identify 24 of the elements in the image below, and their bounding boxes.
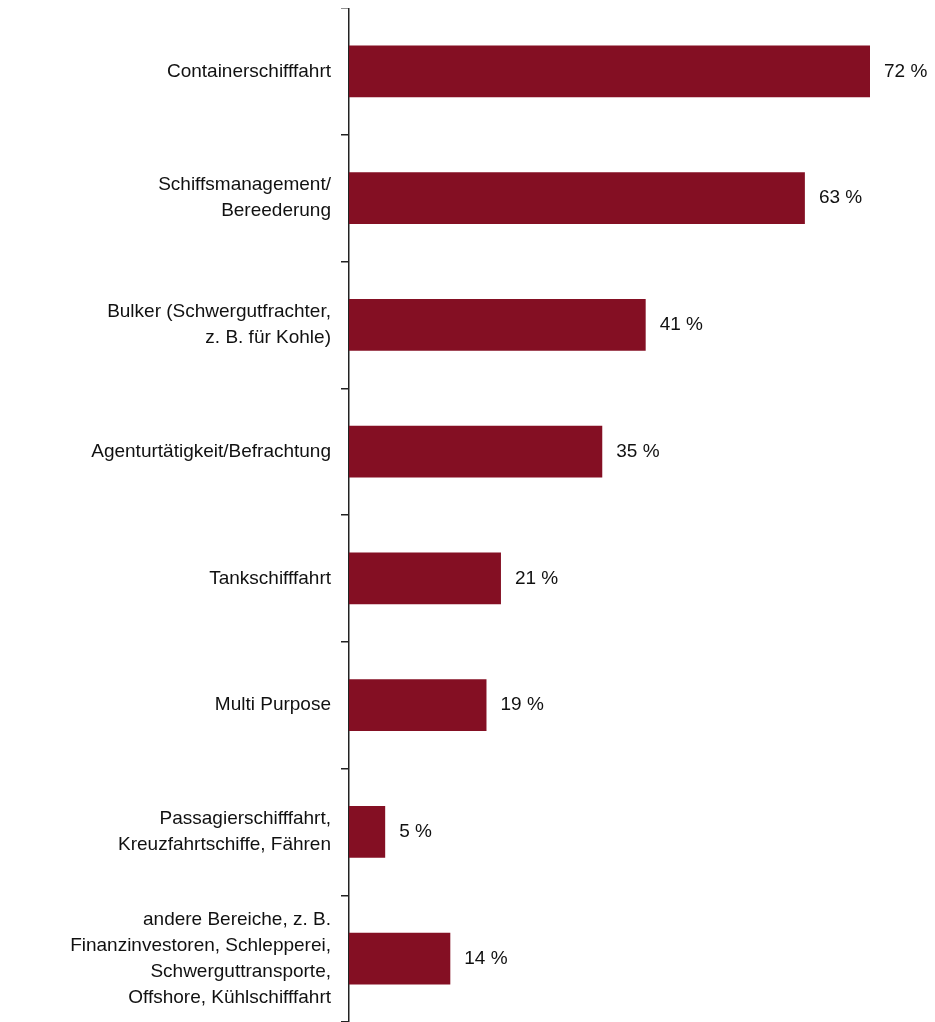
y-tick-label: Schiffsmanagement/ Bereederung xyxy=(158,173,332,221)
data-label: 72 % xyxy=(884,59,928,81)
bar xyxy=(349,172,805,225)
y-tick-label: Agenturtätigkeit/Befrachtung xyxy=(91,439,331,461)
bar xyxy=(349,298,646,351)
y-tick-label: Passagierschifffahrt, Kreuzfahrtschiffe, Fähren xyxy=(118,807,331,855)
data-label: 35 % xyxy=(616,439,660,461)
y-tick-label: Containerschifffahrt xyxy=(166,59,332,81)
bar xyxy=(349,425,603,478)
y-tick-label: Bulker (Schwergutfrachter, z. B. für Kohle) xyxy=(107,300,331,348)
data-label: 63 % xyxy=(818,186,863,208)
data-label: 41 % xyxy=(659,313,704,335)
data-label: 19 % xyxy=(500,693,544,715)
data-label: 21 % xyxy=(514,566,559,588)
data-label: 14 % xyxy=(464,946,508,968)
y-tick-label: andere Bereiche, z. B. Finanzinvestoren, Schlepperei, Schwerguttransporte, Offshore, Kühlschifffahrt xyxy=(70,907,332,1007)
y-tick-label: Multi Purpose xyxy=(214,693,331,715)
data-label: 5 % xyxy=(399,820,433,842)
y-tick-label: Tankschifffahrt xyxy=(209,566,332,588)
bar xyxy=(349,679,487,732)
bar xyxy=(349,552,501,605)
bar xyxy=(349,805,386,858)
bar xyxy=(349,45,870,98)
bar xyxy=(349,932,451,985)
